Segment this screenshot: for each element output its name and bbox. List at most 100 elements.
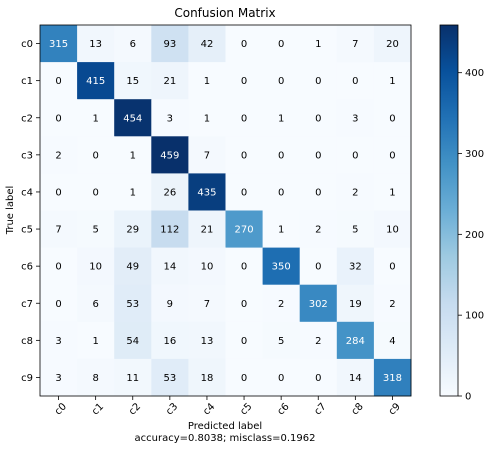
colorbar-tick-label: 400 <box>465 68 484 79</box>
heatmap-cell <box>114 358 152 397</box>
heatmap-cell <box>40 358 78 397</box>
cell-value-label: 0 <box>315 373 321 384</box>
cell-value-label: 14 <box>163 262 176 273</box>
cell-value-label: 0 <box>315 187 321 198</box>
heatmap-cell <box>262 284 301 323</box>
heatmap-cell <box>373 136 412 174</box>
heatmap-cell <box>225 358 263 397</box>
cell-value-label: 0 <box>352 76 358 87</box>
heatmap-cell <box>151 210 189 248</box>
heatmap-cell <box>151 173 189 211</box>
heatmap-cell <box>40 99 78 137</box>
cell-value-label: 415 <box>86 76 105 87</box>
heatmap-cell <box>225 247 263 286</box>
cell-value-label: 0 <box>278 373 284 384</box>
heatmap-cell <box>262 247 301 286</box>
cell-value-label: 10 <box>89 262 102 273</box>
cell-value-label: 1 <box>92 113 98 124</box>
cell-value-label: 54 <box>126 336 139 347</box>
heatmap-cell <box>114 99 152 137</box>
x-tick-label: c2 <box>127 401 143 417</box>
cell-value-label: 6 <box>92 299 98 310</box>
heatmap-cell <box>188 25 226 63</box>
cell-value-label: 435 <box>197 187 216 198</box>
heatmap-cells <box>40 25 412 397</box>
heatmap-cell <box>40 321 78 360</box>
heatmap-cell <box>262 358 301 397</box>
heatmap-cell <box>262 321 301 360</box>
cell-value-label: 2 <box>55 150 61 161</box>
heatmap-cell <box>225 62 263 100</box>
heatmap-cell <box>299 25 338 63</box>
heatmap-cell <box>225 284 263 323</box>
x-tick-label: c1 <box>90 401 106 417</box>
heatmap-cell <box>299 210 338 248</box>
heatmap-cell <box>373 358 412 397</box>
cell-value-label: 5 <box>92 225 98 236</box>
heatmap-cell <box>336 62 375 100</box>
cell-value-label: 0 <box>55 262 61 273</box>
heatmap-cell <box>114 136 152 174</box>
y-tick-label: c9 <box>21 373 33 384</box>
cell-value-label: 6 <box>130 39 136 50</box>
y-tick-label: c7 <box>21 299 33 310</box>
cell-value-label: 112 <box>160 225 179 236</box>
heatmap-cell <box>188 62 226 100</box>
plot-frame <box>39 24 412 397</box>
heatmap-cell <box>188 210 226 248</box>
cell-value-label: 2 <box>315 336 321 347</box>
cell-value-label: 1 <box>389 76 395 87</box>
cell-value-label: 315 <box>49 39 68 50</box>
cell-value-label: 26 <box>163 187 176 198</box>
cell-value-label: 0 <box>92 187 98 198</box>
y-tick-label: c2 <box>21 113 33 124</box>
cell-value-label: 13 <box>201 336 214 347</box>
heatmap-cell <box>299 321 338 360</box>
heatmap-cell <box>151 62 189 100</box>
heatmap-cell <box>188 247 226 286</box>
cell-value-label: 1 <box>204 76 210 87</box>
heatmap-cell <box>336 99 375 137</box>
cell-value-label: 15 <box>126 76 139 87</box>
cell-value-label: 0 <box>241 299 247 310</box>
heatmap-cell <box>336 173 375 211</box>
cell-value-label: 53 <box>126 299 139 310</box>
cell-value-label: 0 <box>278 187 284 198</box>
y-tick-label: c6 <box>21 262 33 273</box>
cell-value-label: 5 <box>278 336 284 347</box>
x-tick-label: c6 <box>275 401 291 417</box>
cell-value-label: 0 <box>241 76 247 87</box>
heatmap-cell <box>114 25 152 63</box>
cell-value-label: 0 <box>92 150 98 161</box>
heatmap-cell <box>40 136 78 174</box>
cell-value-label: 0 <box>55 113 61 124</box>
heatmap-cell <box>188 321 226 360</box>
cell-value-label: 454 <box>123 113 142 124</box>
cell-value-labels: 315 13 6 93 42 0 0 1 7 200 415 15 21 1 0 0 0 0 10 1 454 3 1 0 1 0… <box>49 39 402 384</box>
cell-value-label: 3 <box>55 373 61 384</box>
cell-value-label: 0 <box>241 150 247 161</box>
heatmap-cell <box>188 99 226 137</box>
cell-value-label: 284 <box>346 336 365 347</box>
cell-value-label: 270 <box>235 225 254 236</box>
heatmap-cell <box>77 25 115 63</box>
cell-value-label: 0 <box>315 150 321 161</box>
heatmap-cell <box>336 25 375 63</box>
cell-value-label: 16 <box>163 336 176 347</box>
cell-value-label: 42 <box>201 39 214 50</box>
cell-value-label: 4 <box>389 336 395 347</box>
cell-value-label: 0 <box>241 336 247 347</box>
heatmap-cell <box>373 321 412 360</box>
cell-value-label: 2 <box>389 299 395 310</box>
cell-value-label: 7 <box>352 39 358 50</box>
cell-value-label: 13 <box>89 39 102 50</box>
cell-value-label: 8 <box>92 373 98 384</box>
heatmap-cell <box>114 210 152 248</box>
cell-value-label: 0 <box>315 76 321 87</box>
heatmap-cell <box>40 173 78 211</box>
cell-value-label: 14 <box>349 373 362 384</box>
cell-value-label: 21 <box>163 76 176 87</box>
cell-value-label: 318 <box>383 373 402 384</box>
heatmap-cell <box>77 210 115 248</box>
cell-value-label: 0 <box>278 39 284 50</box>
